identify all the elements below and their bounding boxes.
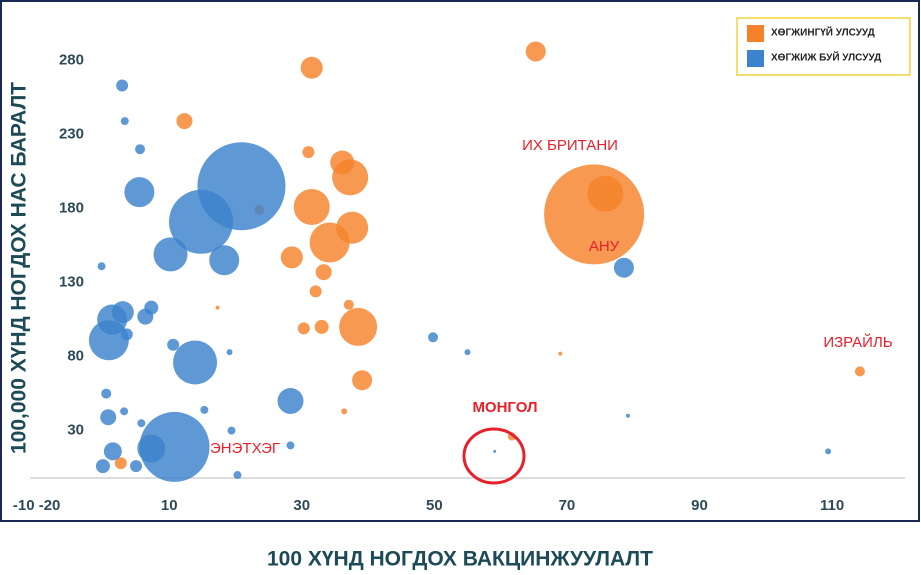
- x-axis-label: 100 ХҮНД НОГДОХ ВАКЦИНЖУУЛАЛТ: [267, 548, 653, 571]
- bubble: [135, 144, 146, 155]
- x-tick-label: -10 -20: [13, 497, 61, 514]
- y-axis-label: 100,000 ХҮНД НОГДОХ НАС БАРАЛТ: [8, 82, 31, 454]
- bubble: [209, 245, 240, 276]
- bubble: [493, 449, 497, 453]
- y-tick-label: 280: [59, 51, 84, 68]
- bubble: [341, 408, 348, 415]
- y-tick-label: 180: [59, 199, 84, 216]
- bubble: [309, 285, 322, 298]
- x-tick-label: 110: [820, 497, 844, 514]
- annotation: МОНГОЛ: [472, 399, 537, 416]
- bubble: [332, 159, 369, 196]
- bubble: [297, 322, 310, 335]
- bubble: [277, 387, 304, 414]
- bubble: [97, 304, 128, 335]
- bubbles: [88, 41, 865, 482]
- bubble: [286, 441, 295, 450]
- bubble: [309, 222, 350, 263]
- bubble: [315, 264, 332, 281]
- y-tick-label: 30: [67, 422, 84, 439]
- bubble: [100, 409, 117, 426]
- bubble: [114, 457, 127, 470]
- annotation: АНУ: [589, 238, 620, 255]
- x-tick-label: 10: [161, 497, 178, 514]
- chart-frame: [0, 0, 920, 522]
- bubble: [173, 340, 218, 385]
- bubble: [137, 308, 154, 325]
- bubble: [139, 411, 210, 482]
- bubble: [233, 471, 242, 480]
- x-tick-label: 90: [691, 497, 708, 514]
- bubble: [167, 338, 180, 351]
- x-tick-label: 50: [426, 497, 443, 514]
- x-tick-label: 70: [559, 497, 576, 514]
- bubble: [120, 328, 133, 341]
- bubble: [200, 405, 209, 414]
- bubble: [558, 351, 563, 356]
- annotation: ИЗРАЙЛЬ: [823, 333, 892, 351]
- bubble: [587, 175, 624, 212]
- highlight-circle: [462, 427, 526, 485]
- bubble: [314, 319, 329, 334]
- bubble: [103, 442, 122, 461]
- bubble: [95, 459, 110, 474]
- bubble: [625, 413, 630, 418]
- bubble: [343, 299, 354, 310]
- legend-label: ХӨГЖИНГҮЙ УЛСУУД: [771, 26, 875, 39]
- annotation: ЭНЭТХЭГ: [210, 440, 280, 457]
- legend-swatch: [747, 25, 764, 42]
- y-tick-label: 80: [67, 348, 84, 365]
- bubble: [137, 434, 166, 463]
- bubble: [215, 305, 220, 310]
- bubble: [825, 448, 832, 455]
- bubble: [169, 189, 234, 254]
- bubble: [101, 388, 112, 399]
- bubble: [176, 113, 193, 130]
- legend-box: [736, 17, 911, 76]
- bubble: [428, 332, 439, 343]
- legend-label: ХӨГЖИЖ БУЙ УЛСУУД: [771, 51, 881, 64]
- bubble: [280, 246, 303, 269]
- bubble: [124, 177, 155, 208]
- bubble: [525, 41, 546, 62]
- annotation: ИХ БРИТАНИ: [522, 137, 618, 154]
- bubble: [153, 237, 188, 272]
- bubble: [613, 257, 634, 278]
- bubble: [300, 56, 323, 79]
- bubble: [120, 407, 129, 416]
- bubble: [120, 117, 129, 126]
- bubble: [137, 419, 146, 428]
- bubble: [339, 307, 378, 346]
- bubble: [293, 188, 330, 225]
- bubble: [97, 262, 106, 271]
- bubble: [464, 349, 471, 356]
- y-tick-label: 130: [59, 273, 84, 290]
- y-tick-label: 230: [59, 125, 84, 142]
- x-tick-label: 30: [293, 497, 310, 514]
- bubble: [854, 366, 865, 377]
- bubble: [302, 146, 315, 159]
- bubble: [352, 370, 373, 391]
- bubble: [226, 349, 233, 356]
- bubble: [116, 79, 129, 92]
- bubble: [227, 426, 236, 435]
- bubble: [130, 460, 143, 473]
- legend-swatch: [747, 50, 764, 67]
